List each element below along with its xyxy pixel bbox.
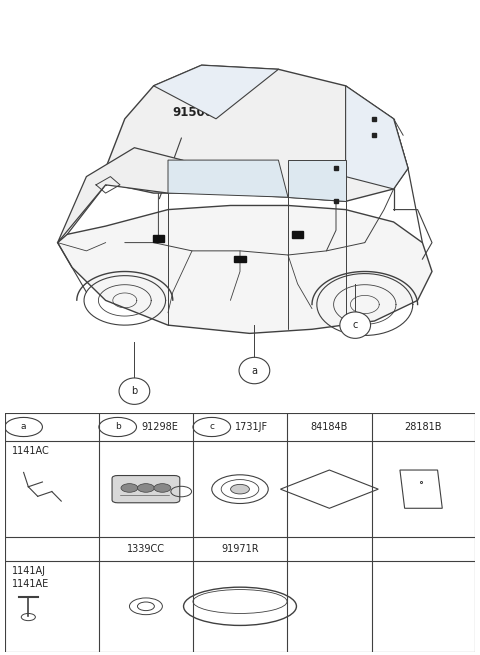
Text: 91500: 91500 — [173, 106, 214, 119]
Text: a: a — [21, 422, 26, 432]
Text: c: c — [209, 422, 214, 432]
Bar — [234, 256, 246, 263]
Polygon shape — [346, 86, 408, 189]
Circle shape — [230, 485, 250, 494]
Text: a: a — [252, 365, 257, 375]
Polygon shape — [288, 160, 346, 201]
Circle shape — [193, 417, 230, 436]
Text: 28181B: 28181B — [405, 422, 442, 432]
Polygon shape — [58, 206, 432, 333]
Circle shape — [121, 483, 138, 493]
Polygon shape — [168, 160, 288, 197]
Polygon shape — [154, 66, 278, 119]
Circle shape — [5, 417, 42, 436]
FancyBboxPatch shape — [112, 476, 180, 503]
Circle shape — [239, 358, 270, 384]
Circle shape — [154, 483, 171, 493]
Text: 84184B: 84184B — [311, 422, 348, 432]
Circle shape — [119, 378, 150, 404]
Text: 1731JF: 1731JF — [235, 422, 268, 432]
Circle shape — [99, 417, 136, 436]
Circle shape — [340, 312, 371, 339]
Bar — [153, 235, 164, 242]
Bar — [292, 231, 303, 238]
Text: 1339CC: 1339CC — [127, 544, 165, 554]
Text: b: b — [131, 386, 138, 396]
Text: 91298E: 91298E — [141, 422, 178, 432]
Polygon shape — [106, 66, 408, 201]
Text: 1141AJ
1141AE: 1141AJ 1141AE — [12, 566, 49, 589]
Text: 1141AC: 1141AC — [12, 446, 49, 456]
Text: b: b — [115, 422, 120, 432]
Text: c: c — [352, 320, 358, 330]
Text: 91971R: 91971R — [221, 544, 259, 554]
Circle shape — [137, 483, 155, 493]
Polygon shape — [58, 148, 202, 242]
